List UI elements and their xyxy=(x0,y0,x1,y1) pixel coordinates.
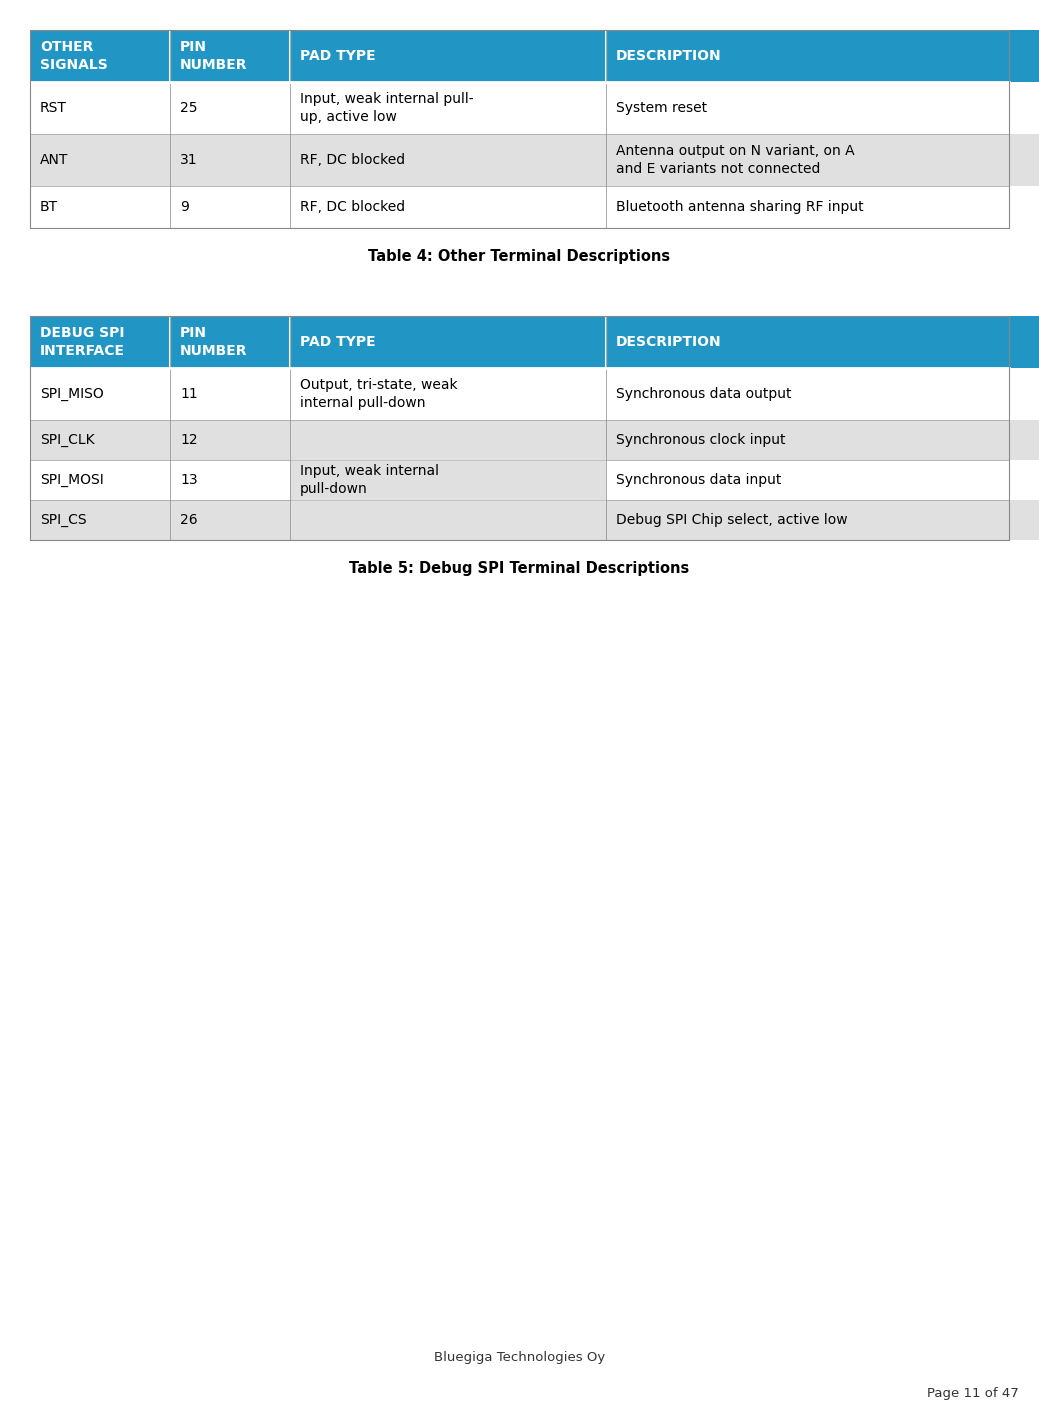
Text: SPI_CLK: SPI_CLK xyxy=(39,433,95,447)
Bar xyxy=(606,499,1039,539)
Bar xyxy=(30,499,170,539)
Text: Output, tri-state, weak
internal pull-down: Output, tri-state, weak internal pull-do… xyxy=(300,379,457,410)
Text: OTHER
SIGNALS: OTHER SIGNALS xyxy=(39,40,108,71)
Text: System reset: System reset xyxy=(616,101,708,115)
Text: Debug SPI Chip select, active low: Debug SPI Chip select, active low xyxy=(616,514,848,527)
Text: Antenna output on N variant, on A
and E variants not connected: Antenna output on N variant, on A and E … xyxy=(616,144,855,175)
Text: 11: 11 xyxy=(180,387,197,401)
Bar xyxy=(606,83,1039,134)
Text: Synchronous data input: Synchronous data input xyxy=(616,472,781,487)
Text: SPI_MOSI: SPI_MOSI xyxy=(39,472,104,487)
Text: BT: BT xyxy=(39,201,58,213)
Bar xyxy=(30,369,170,420)
Text: Table 4: Other Terminal Descriptions: Table 4: Other Terminal Descriptions xyxy=(369,249,670,263)
Text: 13: 13 xyxy=(180,472,197,487)
Bar xyxy=(606,134,1039,186)
Bar xyxy=(170,369,290,420)
Bar xyxy=(30,134,170,186)
Bar xyxy=(170,30,290,83)
Text: Input, weak internal pull-
up, active low: Input, weak internal pull- up, active lo… xyxy=(300,92,474,124)
Text: Input, weak internal
pull-down: Input, weak internal pull-down xyxy=(300,464,439,495)
Bar xyxy=(170,83,290,134)
Bar xyxy=(290,369,606,420)
Bar xyxy=(170,499,290,539)
Bar xyxy=(290,134,606,186)
Bar xyxy=(170,420,290,460)
Text: ANT: ANT xyxy=(39,154,69,166)
Text: PIN
NUMBER: PIN NUMBER xyxy=(180,326,247,357)
Bar xyxy=(606,316,1039,369)
Text: 9: 9 xyxy=(180,201,189,213)
Bar xyxy=(170,134,290,186)
Text: RF, DC blocked: RF, DC blocked xyxy=(300,201,405,213)
Text: RF, DC blocked: RF, DC blocked xyxy=(300,154,405,166)
Text: Table 5: Debug SPI Terminal Descriptions: Table 5: Debug SPI Terminal Descriptions xyxy=(349,561,690,575)
Bar xyxy=(30,460,170,499)
Text: PAD TYPE: PAD TYPE xyxy=(300,334,376,349)
Text: Synchronous clock input: Synchronous clock input xyxy=(616,433,785,447)
Bar xyxy=(606,460,1039,499)
Bar xyxy=(30,30,1009,228)
Text: Bluetooth antenna sharing RF input: Bluetooth antenna sharing RF input xyxy=(616,201,863,213)
Text: 25: 25 xyxy=(180,101,197,115)
Bar xyxy=(290,420,606,460)
Bar xyxy=(606,30,1039,83)
Bar xyxy=(606,420,1039,460)
Bar xyxy=(170,316,290,369)
Bar xyxy=(30,420,170,460)
Bar xyxy=(30,316,1009,539)
Bar xyxy=(606,186,1039,228)
Bar xyxy=(290,460,606,499)
Bar xyxy=(290,499,606,539)
Text: Bluegiga Technologies Oy: Bluegiga Technologies Oy xyxy=(434,1352,605,1365)
Bar xyxy=(290,420,606,539)
Text: PAD TYPE: PAD TYPE xyxy=(300,48,376,63)
Text: SPI_MISO: SPI_MISO xyxy=(39,387,104,401)
Bar xyxy=(606,369,1039,420)
Text: 12: 12 xyxy=(180,433,197,447)
Bar xyxy=(170,186,290,228)
Bar xyxy=(30,83,170,134)
Text: DEBUG SPI
INTERFACE: DEBUG SPI INTERFACE xyxy=(39,326,125,357)
Text: RST: RST xyxy=(39,101,66,115)
Text: SPI_CS: SPI_CS xyxy=(39,514,86,527)
Text: DESCRIPTION: DESCRIPTION xyxy=(616,48,722,63)
Text: Synchronous data output: Synchronous data output xyxy=(616,387,792,401)
Text: DESCRIPTION: DESCRIPTION xyxy=(616,334,722,349)
Bar xyxy=(30,186,170,228)
Text: PIN
NUMBER: PIN NUMBER xyxy=(180,40,247,71)
Bar xyxy=(170,460,290,499)
Bar xyxy=(30,30,170,83)
Bar xyxy=(30,316,170,369)
Bar xyxy=(290,30,606,83)
Text: 31: 31 xyxy=(180,154,197,166)
Bar xyxy=(290,83,606,134)
Bar xyxy=(290,316,606,369)
Text: Page 11 of 47: Page 11 of 47 xyxy=(927,1386,1019,1399)
Text: 26: 26 xyxy=(180,514,197,527)
Bar xyxy=(290,186,606,228)
